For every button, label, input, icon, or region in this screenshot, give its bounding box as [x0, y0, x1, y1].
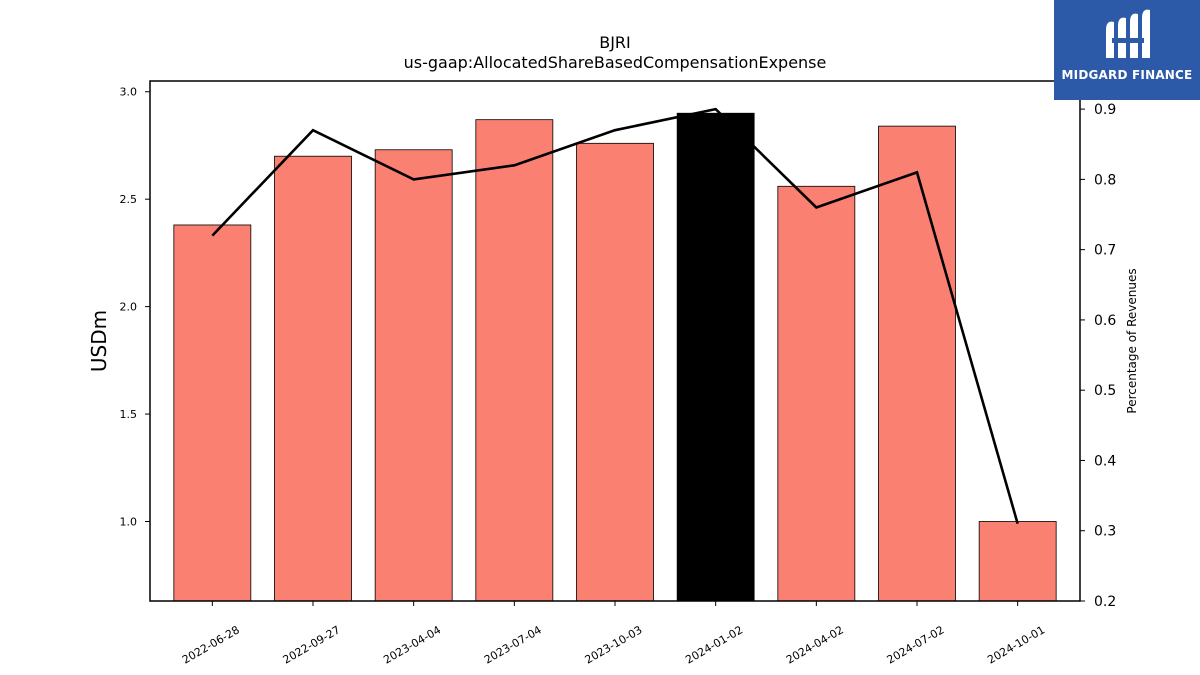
midgard-logo-icon [1106, 9, 1150, 58]
y-axis-right: 0.2 0.3 0.4 0.5 0.6 0.7 0.8 0.9 [1080, 102, 1116, 610]
chart-title: BJRI [599, 33, 631, 52]
y2-tick-label: 0.9 [1094, 102, 1116, 118]
x-axis: 2022-06-28 2022-09-27 2023-04-04 2023-07-04… [180, 601, 1047, 667]
logo: MIDGARD FINANCE [1054, 0, 1200, 100]
bar-2022-09-27 [274, 155, 352, 602]
y-axis-label: USDm [87, 310, 111, 372]
y-tick-label: 1.5 [120, 408, 138, 421]
bar-2022-06-28 [173, 224, 252, 602]
bar-2023-10-03 [576, 142, 654, 602]
y-axis-left: 1.0 1.5 2.0 2.5 3.0 [120, 86, 150, 528]
chart-subtitle: us-gaap:AllocatedShareBasedCompensationE… [403, 53, 827, 72]
y2-tick-label: 0.7 [1094, 243, 1116, 259]
x-tick-label: 2023-04-04 [381, 623, 443, 666]
y-tick-label: 2.0 [120, 301, 138, 314]
y-tick-label: 1.0 [120, 515, 138, 528]
bar-2024-04-02 [777, 185, 856, 602]
bar-2024-10-01 [978, 521, 1057, 602]
x-tick-label: 2024-04-02 [784, 623, 846, 666]
y2-tick-label: 0.8 [1094, 172, 1116, 188]
bar-2024-07-02 [878, 125, 956, 602]
bar-2023-07-04 [475, 119, 554, 602]
x-tick-label: 2022-09-27 [281, 623, 343, 666]
bar-2024-01-02 [676, 112, 755, 602]
y-tick-label: 2.5 [120, 193, 138, 206]
y2-tick-label: 0.4 [1094, 453, 1116, 469]
x-tick-label: 2022-06-28 [180, 623, 242, 666]
x-tick-label: 2024-01-02 [683, 623, 745, 666]
y2-tick-label: 0.6 [1094, 313, 1116, 329]
percentage-line [211, 107, 1019, 525]
line-group [211, 107, 1019, 525]
y2-tick-label: 0.2 [1094, 594, 1116, 610]
x-tick-label: 2023-10-03 [583, 623, 645, 666]
x-tick-label: 2024-07-02 [885, 623, 947, 666]
logo-text: MIDGARD FINANCE [1061, 68, 1193, 82]
y-tick-label: 3.0 [120, 86, 138, 99]
bar-group [173, 112, 1057, 602]
y2-axis-label: Percentage of Revenues [1125, 268, 1139, 413]
y2-tick-label: 0.5 [1094, 383, 1116, 399]
bar-2023-04-04 [374, 149, 453, 602]
x-tick-label: 2024-10-01 [985, 623, 1047, 666]
y2-tick-label: 0.3 [1094, 524, 1116, 540]
x-tick-label: 2023-07-04 [482, 623, 544, 666]
